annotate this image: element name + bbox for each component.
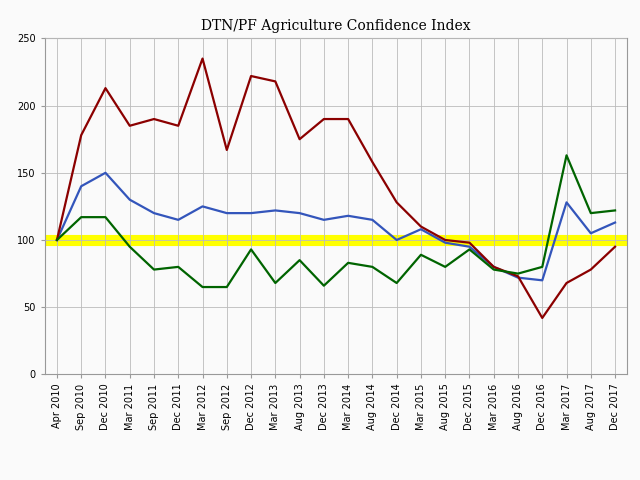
Present Situation bbox=[611, 244, 619, 250]
Expectations bbox=[466, 247, 474, 252]
Agriculture Confidence Index bbox=[53, 237, 61, 243]
Agriculture Confidence Index bbox=[490, 264, 497, 270]
Agriculture Confidence Index bbox=[320, 217, 328, 223]
Present Situation bbox=[320, 116, 328, 122]
Expectations bbox=[490, 267, 497, 273]
Expectations bbox=[514, 271, 522, 276]
Agriculture Confidence Index bbox=[77, 183, 85, 189]
Present Situation bbox=[490, 264, 497, 270]
Expectations bbox=[223, 284, 230, 290]
Agriculture Confidence Index bbox=[611, 220, 619, 226]
Agriculture Confidence Index bbox=[417, 227, 425, 232]
Expectations bbox=[296, 257, 303, 263]
Present Situation bbox=[53, 237, 61, 243]
Expectations bbox=[247, 247, 255, 252]
Agriculture Confidence Index bbox=[247, 210, 255, 216]
Agriculture Confidence Index bbox=[271, 207, 279, 213]
Present Situation bbox=[102, 85, 109, 91]
Agriculture Confidence Index bbox=[369, 217, 376, 223]
Present Situation bbox=[198, 56, 206, 61]
Agriculture Confidence Index bbox=[563, 200, 570, 205]
Expectations bbox=[53, 237, 61, 243]
Present Situation bbox=[223, 147, 230, 153]
Expectations bbox=[320, 283, 328, 288]
Present Situation bbox=[442, 237, 449, 243]
Agriculture Confidence Index bbox=[296, 210, 303, 216]
Agriculture Confidence Index bbox=[393, 237, 401, 243]
Expectations bbox=[344, 260, 352, 266]
Agriculture Confidence Index bbox=[175, 217, 182, 223]
Present Situation bbox=[417, 224, 425, 229]
Agriculture Confidence Index bbox=[538, 277, 546, 283]
Agriculture Confidence Index bbox=[442, 240, 449, 246]
Expectations bbox=[611, 207, 619, 213]
Present Situation bbox=[296, 136, 303, 142]
Present Situation bbox=[150, 116, 158, 122]
Present Situation bbox=[538, 315, 546, 321]
Present Situation bbox=[77, 132, 85, 138]
Present Situation bbox=[369, 159, 376, 165]
Agriculture Confidence Index bbox=[514, 275, 522, 280]
Expectations bbox=[369, 264, 376, 270]
Expectations bbox=[563, 153, 570, 158]
Agriculture Confidence Index bbox=[150, 210, 158, 216]
Present Situation bbox=[563, 280, 570, 286]
Present Situation bbox=[126, 123, 134, 129]
Present Situation bbox=[466, 240, 474, 246]
Present Situation bbox=[344, 116, 352, 122]
Present Situation bbox=[514, 274, 522, 279]
Expectations bbox=[587, 210, 595, 216]
Agriculture Confidence Index bbox=[344, 213, 352, 219]
Expectations bbox=[442, 264, 449, 270]
Expectations bbox=[150, 267, 158, 273]
Agriculture Confidence Index bbox=[466, 244, 474, 250]
Expectations bbox=[271, 280, 279, 286]
Expectations bbox=[126, 244, 134, 250]
Expectations bbox=[538, 264, 546, 270]
Agriculture Confidence Index bbox=[587, 230, 595, 236]
Present Situation bbox=[247, 73, 255, 79]
Expectations bbox=[102, 214, 109, 220]
Agriculture Confidence Index bbox=[102, 170, 109, 176]
Expectations bbox=[393, 280, 401, 286]
Expectations bbox=[175, 264, 182, 270]
Expectations bbox=[77, 214, 85, 220]
Expectations bbox=[417, 252, 425, 258]
Present Situation bbox=[175, 123, 182, 129]
Agriculture Confidence Index bbox=[126, 197, 134, 203]
Present Situation bbox=[393, 200, 401, 205]
Agriculture Confidence Index bbox=[223, 210, 230, 216]
Expectations bbox=[198, 284, 206, 290]
Agriculture Confidence Index bbox=[198, 204, 206, 209]
Line: Present Situation: Present Situation bbox=[57, 59, 615, 318]
Title: DTN/PF Agriculture Confidence Index: DTN/PF Agriculture Confidence Index bbox=[201, 19, 471, 33]
Present Situation bbox=[271, 79, 279, 84]
Line: Expectations: Expectations bbox=[57, 156, 615, 287]
Present Situation bbox=[587, 267, 595, 273]
Line: Agriculture Confidence Index: Agriculture Confidence Index bbox=[57, 173, 615, 280]
